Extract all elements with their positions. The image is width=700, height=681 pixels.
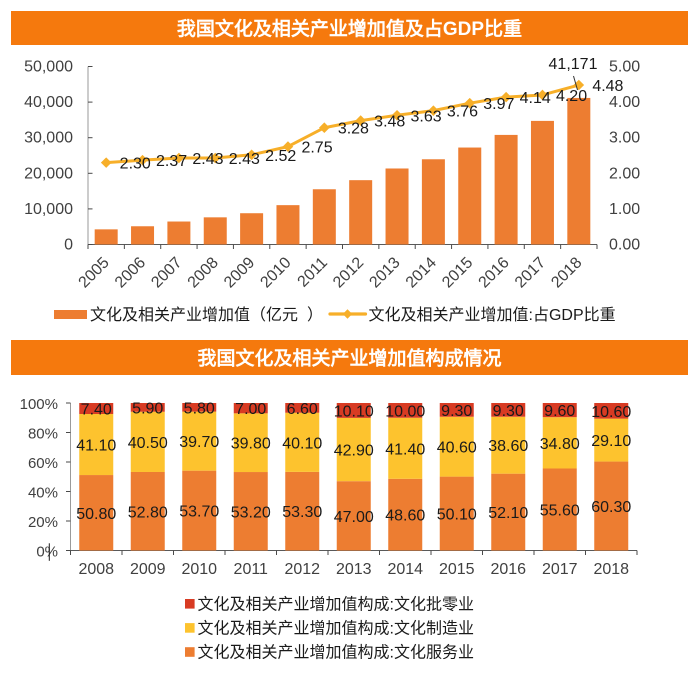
svg-text:2010: 2010 <box>181 561 217 578</box>
svg-text:4.14: 4.14 <box>520 90 551 107</box>
svg-text:0%: 0% <box>36 544 58 561</box>
svg-text:39.70: 39.70 <box>179 434 219 451</box>
svg-text:48.60: 48.60 <box>385 508 425 525</box>
svg-text:文化及相关产业增加值构成:文化制造业: 文化及相关产业增加值构成:文化制造业 <box>198 620 474 638</box>
svg-text:文化及相关产业增加值（亿元: 文化及相关产业增加值（亿元 <box>90 306 298 324</box>
svg-text:50.10: 50.10 <box>437 507 477 524</box>
svg-text:2015: 2015 <box>439 561 475 578</box>
svg-text:50.80: 50.80 <box>76 506 116 523</box>
svg-text:60%: 60% <box>28 455 58 472</box>
svg-text:10.10: 10.10 <box>334 403 374 420</box>
svg-text:53.30: 53.30 <box>282 504 322 521</box>
svg-text:80%: 80% <box>28 426 58 443</box>
svg-text:2.37: 2.37 <box>156 153 187 170</box>
svg-text:6.60: 6.60 <box>287 401 318 418</box>
svg-text:60.30: 60.30 <box>591 499 631 516</box>
svg-text:53.70: 53.70 <box>179 504 219 521</box>
svg-text:2018: 2018 <box>593 561 629 578</box>
svg-text:42.90: 42.90 <box>334 443 374 460</box>
svg-text:4.00: 4.00 <box>609 94 640 111</box>
svg-text:9.60: 9.60 <box>544 403 575 420</box>
svg-text:40.60: 40.60 <box>437 440 477 457</box>
svg-text:40,000: 40,000 <box>24 94 73 111</box>
svg-text:2.30: 2.30 <box>120 156 151 173</box>
svg-text:7.40: 7.40 <box>81 402 112 419</box>
svg-text:4.20: 4.20 <box>556 88 587 105</box>
svg-text:2008: 2008 <box>78 561 114 578</box>
svg-text:7.00: 7.00 <box>235 401 266 418</box>
svg-text:2.52: 2.52 <box>265 148 296 165</box>
svg-text:53.20: 53.20 <box>231 504 271 521</box>
svg-text:2009: 2009 <box>130 561 166 578</box>
svg-text:0.00: 0.00 <box>609 237 640 254</box>
svg-text:1.00: 1.00 <box>609 201 640 218</box>
svg-text:2012: 2012 <box>284 561 320 578</box>
svg-text:2.75: 2.75 <box>301 140 332 157</box>
svg-text:41.10: 41.10 <box>76 438 116 455</box>
svg-text:2016: 2016 <box>490 561 526 578</box>
svg-text:3.97: 3.97 <box>483 96 514 113</box>
svg-text:2014: 2014 <box>387 561 423 578</box>
svg-text:5.90: 5.90 <box>132 400 163 417</box>
svg-text:100%: 100% <box>20 396 58 413</box>
svg-text:2.43: 2.43 <box>229 151 260 168</box>
svg-text:52.10: 52.10 <box>488 505 528 522</box>
svg-text:文化及相关产业增加值:占GDP比重: 文化及相关产业增加值:占GDP比重 <box>369 306 616 324</box>
svg-text:38.60: 38.60 <box>488 438 528 455</box>
svg-text:47.00: 47.00 <box>334 509 374 526</box>
svg-text:55.60: 55.60 <box>540 503 580 520</box>
svg-text:20,000: 20,000 <box>24 165 73 182</box>
svg-text:40.50: 40.50 <box>128 435 168 452</box>
svg-text:10.60: 10.60 <box>591 404 631 421</box>
svg-text:41.40: 41.40 <box>385 441 425 458</box>
svg-text:我国文化及相关产业增加值及占GDP比重: 我国文化及相关产业增加值及占GDP比重 <box>177 17 522 40</box>
svg-text:3.28: 3.28 <box>338 121 369 138</box>
svg-text:34.80: 34.80 <box>540 436 580 453</box>
svg-text:5.00: 5.00 <box>609 59 640 76</box>
svg-text:10,000: 10,000 <box>24 201 73 218</box>
svg-text:41,171: 41,171 <box>549 56 598 73</box>
svg-text:4.48: 4.48 <box>592 78 623 95</box>
svg-text:5.80: 5.80 <box>184 400 215 417</box>
svg-text:29.10: 29.10 <box>591 433 631 450</box>
svg-text:2013: 2013 <box>336 561 372 578</box>
svg-text:3.76: 3.76 <box>447 104 478 121</box>
svg-text:20%: 20% <box>28 514 58 531</box>
svg-text:2.00: 2.00 <box>609 165 640 182</box>
svg-text:我国文化及相关产业增加值构成情况: 我国文化及相关产业增加值构成情况 <box>197 347 501 370</box>
svg-text:2011: 2011 <box>234 561 269 578</box>
svg-text:文化及相关产业增加值构成:文化批零业: 文化及相关产业增加值构成:文化批零业 <box>198 596 474 614</box>
svg-text:30,000: 30,000 <box>24 130 73 147</box>
svg-text:）: ） <box>307 306 323 324</box>
svg-text:9.30: 9.30 <box>441 403 472 420</box>
svg-text:40.10: 40.10 <box>282 435 322 452</box>
svg-text:9.30: 9.30 <box>493 403 524 420</box>
svg-text:2017: 2017 <box>542 561 578 578</box>
svg-text:0: 0 <box>64 237 73 254</box>
svg-text:3.63: 3.63 <box>411 108 442 125</box>
svg-text:2.43: 2.43 <box>192 151 223 168</box>
svg-text:50,000: 50,000 <box>24 59 73 76</box>
svg-text:文化及相关产业增加值构成:文化服务业: 文化及相关产业增加值构成:文化服务业 <box>198 644 474 662</box>
svg-text:10.00: 10.00 <box>385 403 425 420</box>
svg-text:40%: 40% <box>28 485 58 502</box>
svg-text:3.00: 3.00 <box>609 130 640 147</box>
svg-text:39.80: 39.80 <box>231 436 271 453</box>
svg-text:3.48: 3.48 <box>374 114 405 131</box>
svg-text:52.80: 52.80 <box>128 504 168 521</box>
